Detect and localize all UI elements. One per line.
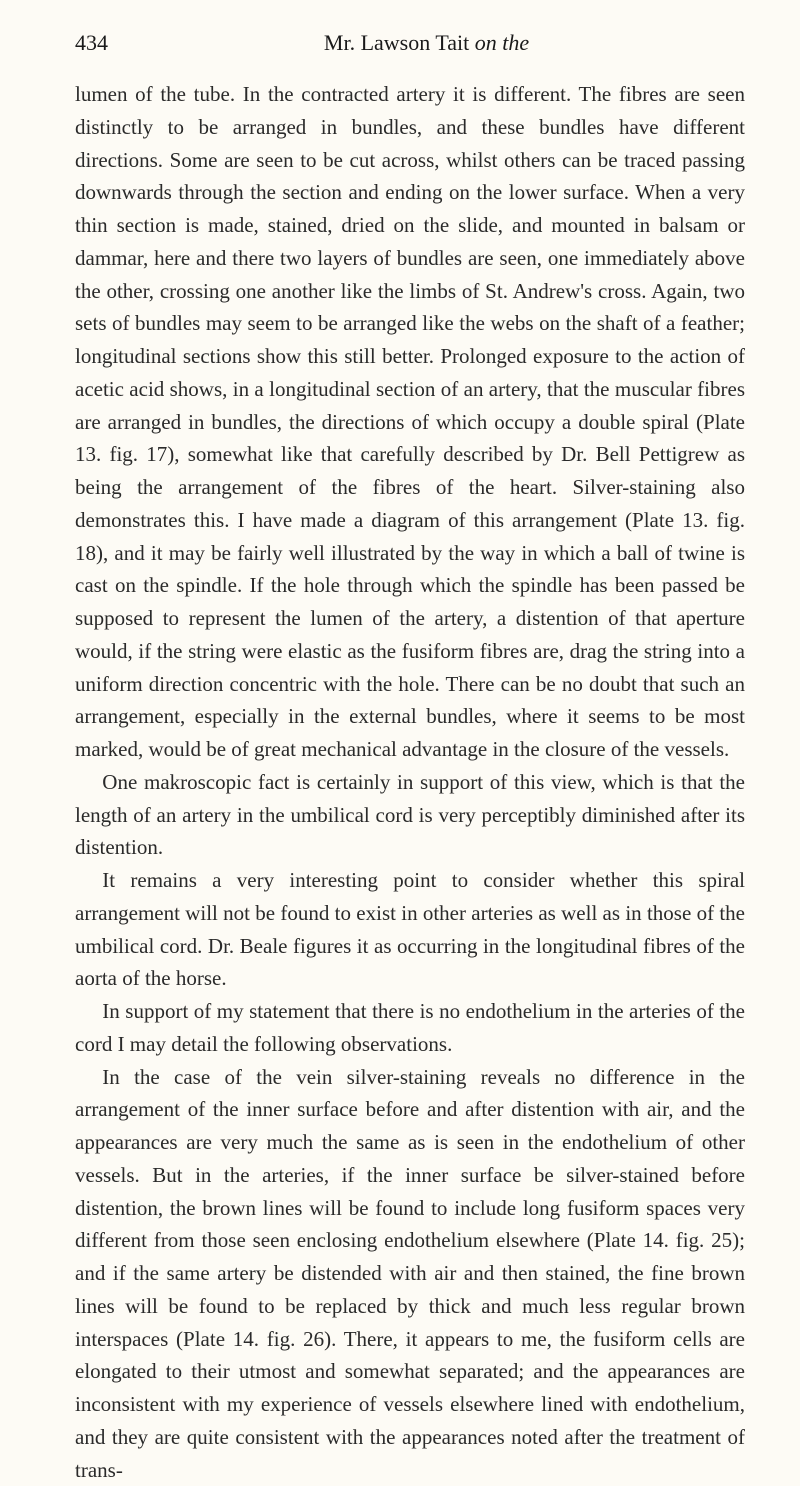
paragraph: One makroscopic fact is certainly in sup… xyxy=(75,766,745,864)
paragraph: In the case of the vein silver-staining … xyxy=(75,1061,745,1486)
paragraph: lumen of the tube. In the contracted art… xyxy=(75,78,745,766)
paragraph: In support of my statement that there is… xyxy=(75,995,745,1061)
running-title: Mr. Lawson Tait on the xyxy=(108,30,745,56)
body-text: lumen of the tube. In the contracted art… xyxy=(75,78,745,1486)
paragraph: It remains a very interesting point to c… xyxy=(75,864,745,995)
header-title-italic: on the xyxy=(469,30,529,55)
page-header: 434 Mr. Lawson Tait on the xyxy=(75,30,745,56)
header-author: Mr. Lawson Tait xyxy=(324,30,469,55)
page-number: 434 xyxy=(75,30,108,56)
